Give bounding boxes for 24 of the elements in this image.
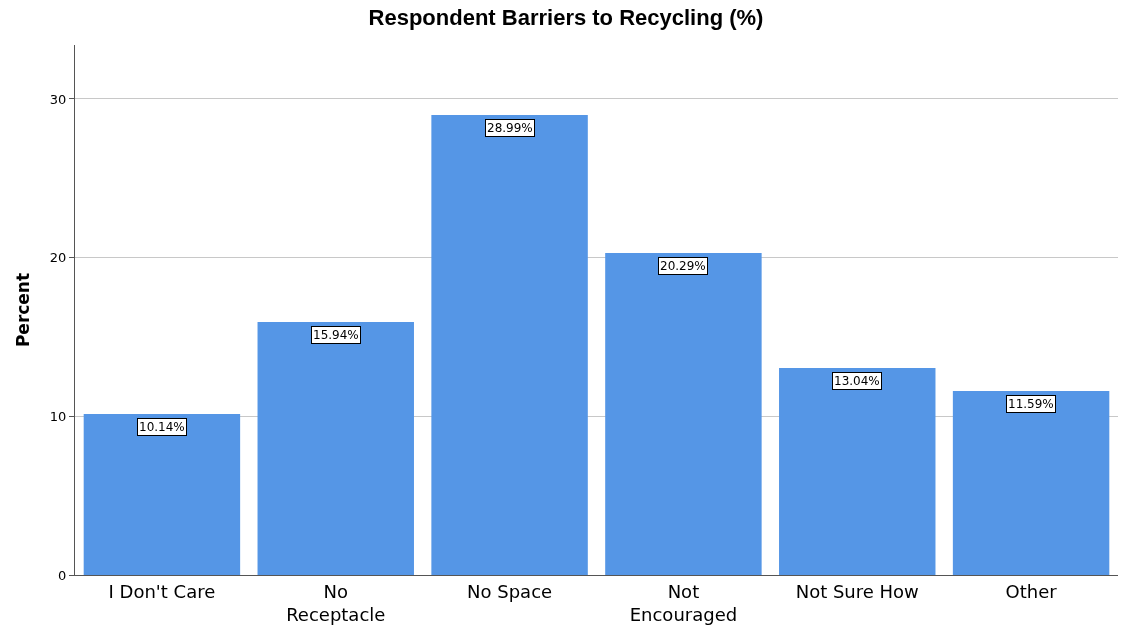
data-label: 20.29% (660, 259, 706, 273)
bar (83, 414, 241, 575)
bar (431, 114, 588, 575)
x-tick-label: No Space (467, 580, 553, 602)
y-tick-label: 10 (49, 408, 67, 424)
data-label: 10.14% (139, 420, 185, 434)
x-tick-label: Other (1005, 580, 1058, 602)
x-tick-label: I Don't Care (108, 580, 216, 602)
x-tick-label: Not Encouraged (629, 580, 738, 625)
chart-title: Respondent Barriers to Recycling (%) (368, 4, 764, 30)
data-label: 13.04% (834, 374, 880, 388)
x-tick-label: No Receptacle (286, 580, 386, 625)
y-tick-label: 0 (58, 567, 67, 583)
y-tick-label: 30 (49, 91, 67, 107)
data-label: 28.99% (487, 121, 533, 135)
bar (257, 322, 414, 575)
x-tick-label: Not Sure How (795, 580, 919, 602)
bar (779, 368, 936, 575)
y-tick-label: 20 (49, 250, 67, 266)
y-axis-title: Percent (13, 272, 34, 348)
data-label: 11.59% (1008, 397, 1054, 411)
data-label: 15.94% (313, 328, 359, 342)
bar (605, 253, 762, 575)
bar (952, 391, 1110, 575)
